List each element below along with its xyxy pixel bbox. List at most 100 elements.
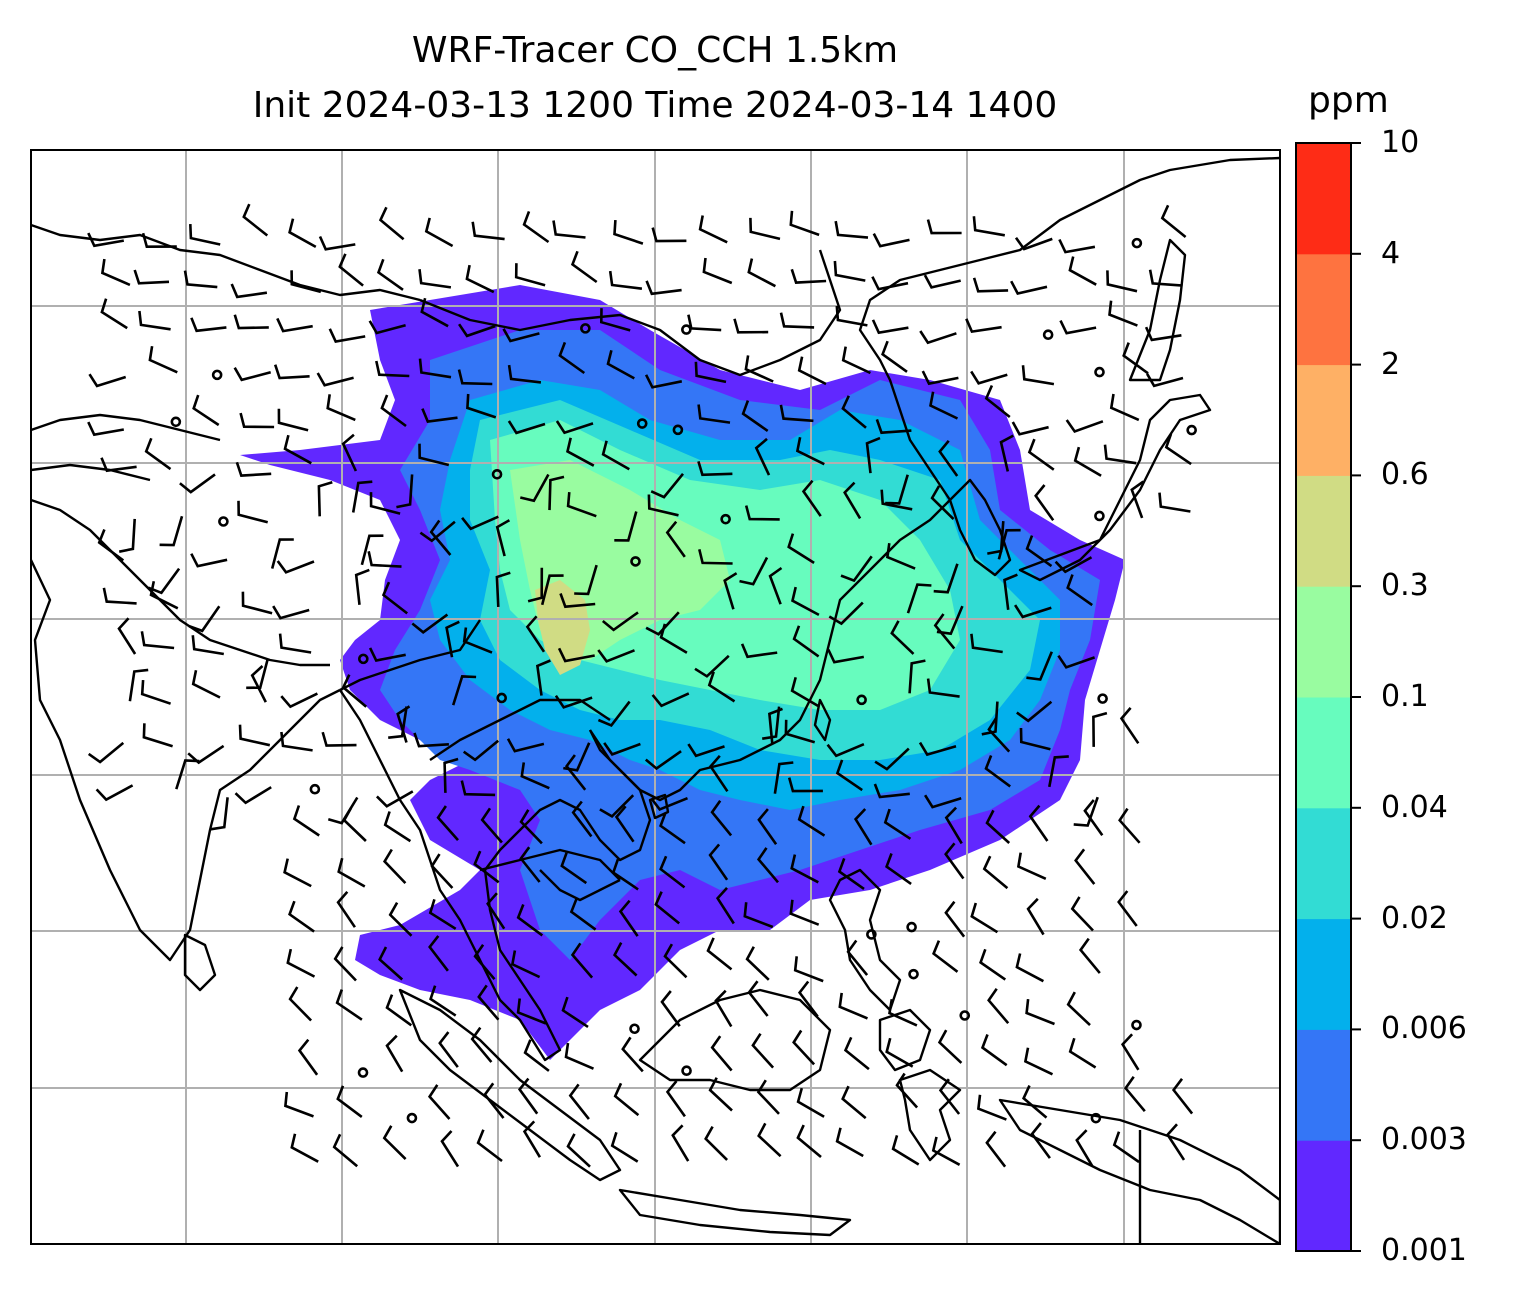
wind-barb — [741, 400, 769, 432]
wind-barb — [784, 719, 816, 744]
wind-barb — [790, 854, 819, 884]
wind-barb — [1118, 807, 1141, 844]
wind-barb — [418, 443, 450, 467]
wind-barb — [1073, 796, 1099, 827]
wind-barb — [566, 1133, 591, 1168]
wind-barb — [791, 586, 820, 617]
wind-barb — [797, 980, 819, 1018]
wind-barb — [944, 842, 965, 880]
wind-barb — [382, 848, 407, 884]
wind-barb — [326, 394, 356, 422]
wind-barb — [87, 232, 125, 248]
wind-barb — [558, 341, 586, 375]
wind-barb — [1019, 727, 1051, 751]
wind-barb — [644, 750, 682, 771]
wind-barb — [333, 946, 357, 982]
wind-barb — [610, 1131, 639, 1163]
wind-barb — [1119, 707, 1140, 745]
wind-barb — [710, 1035, 733, 1072]
wind-barb — [1123, 1075, 1146, 1113]
wind-barb — [342, 807, 367, 842]
wind-calm-marker — [1094, 510, 1105, 522]
wind-barb — [318, 235, 356, 251]
wind-barb — [840, 555, 873, 583]
wind-barb — [687, 743, 725, 758]
colorbar-tick-label: 0.003 — [1381, 1122, 1467, 1158]
wind-barb — [510, 950, 541, 979]
coastline-segment — [898, 1068, 962, 1162]
wind-barb — [597, 649, 635, 663]
wind-barb — [1025, 535, 1053, 568]
coastline-segment — [31, 463, 151, 482]
wind-barb — [321, 731, 357, 747]
wind-barb — [88, 373, 127, 388]
wind-barb — [375, 360, 410, 378]
wind-barb — [708, 843, 729, 881]
wind-barb — [694, 361, 727, 384]
wind-barb — [1068, 256, 1097, 286]
wind-barb — [413, 732, 449, 748]
wind-barb — [865, 436, 881, 474]
wind-barb — [335, 989, 363, 1021]
wind-calm-marker — [908, 968, 919, 980]
wind-barb — [747, 258, 777, 288]
wind-barb — [835, 305, 868, 327]
wind-barb — [1015, 953, 1045, 983]
wind-barb — [606, 349, 635, 380]
wind-barb — [383, 811, 412, 843]
wind-barb — [665, 520, 686, 558]
wind-barb — [1070, 896, 1094, 932]
plume-contour — [535, 580, 590, 675]
wind-barb — [613, 220, 644, 245]
colorbar-tick-label: 0.006 — [1381, 1011, 1467, 1047]
wind-barb — [985, 809, 1011, 844]
wind-barb — [420, 297, 449, 328]
wind-barb — [385, 1034, 404, 1073]
wind-barb — [368, 647, 406, 662]
wind-barb — [354, 568, 370, 605]
wind-calm-marker — [358, 653, 369, 665]
wind-barb — [564, 1042, 595, 1070]
wind-barb — [792, 625, 820, 658]
wind-barb — [647, 494, 679, 517]
wind-calm-marker — [1090, 1112, 1102, 1124]
wind-barb — [612, 941, 638, 977]
colorbar-tick-label: 0.001 — [1381, 1233, 1467, 1268]
wind-calm-marker — [866, 929, 877, 940]
wind-barb — [462, 627, 493, 654]
wind-barb — [841, 1085, 867, 1120]
wind-barb — [871, 276, 909, 291]
wind-barb — [144, 437, 172, 471]
wind-barb — [645, 280, 682, 296]
wind-barb — [789, 210, 820, 237]
wind-barb — [461, 515, 499, 531]
wind-barb — [768, 566, 783, 605]
wind-barb — [837, 857, 865, 890]
wind-barb — [246, 658, 270, 690]
wind-barb — [1078, 937, 1101, 974]
map-frame — [30, 149, 1281, 1245]
wind-calm-marker — [1131, 237, 1143, 249]
wind-barb — [564, 754, 587, 791]
wind-calm-marker — [636, 418, 648, 429]
wind-barb — [183, 270, 218, 289]
wind-barb — [843, 1036, 870, 1071]
wind-barb — [597, 700, 631, 727]
wind-barb — [237, 500, 269, 524]
wind-barb — [982, 855, 1009, 890]
wind-barb — [768, 707, 783, 744]
wind-barb — [471, 221, 505, 241]
wind-barb — [651, 692, 690, 708]
wind-barb — [561, 996, 589, 1028]
wind-barb — [292, 805, 320, 837]
wind-barb — [1130, 480, 1145, 519]
wind-barb — [288, 986, 313, 1022]
wind-barb — [923, 274, 961, 289]
wind-calm-marker — [720, 513, 731, 525]
wind-barb — [614, 511, 638, 542]
wind-barb — [985, 1130, 1007, 1168]
coastline-segment — [398, 988, 622, 1182]
wind-barb — [519, 809, 543, 845]
wind-barb — [787, 777, 823, 793]
wind-barb — [525, 615, 546, 653]
